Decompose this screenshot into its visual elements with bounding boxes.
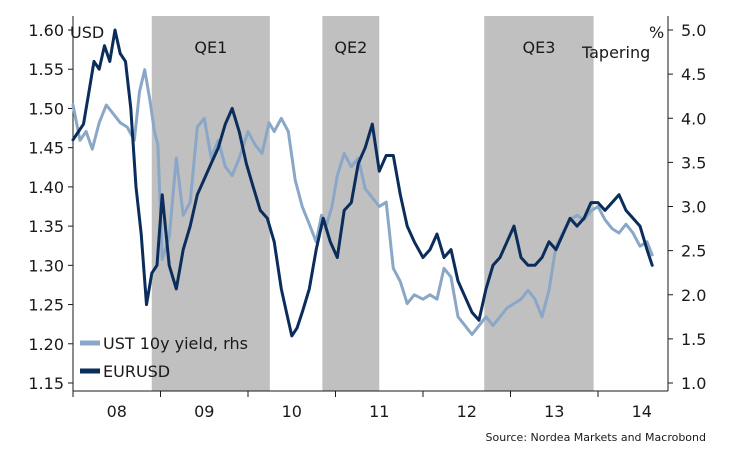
right-tick-label: 4.0: [681, 109, 706, 128]
right-tick-label: 5.0: [681, 21, 706, 40]
x-tick-label: 11: [369, 402, 389, 421]
left-tick-label: 1.55: [28, 60, 64, 79]
x-tick-label: 09: [194, 402, 214, 421]
shaded-band-label-qe1: QE1: [194, 38, 227, 57]
x-axis-ticks: 08 09 10 11 12 13 14: [72, 391, 652, 421]
shaded-band-label-qe3: QE3: [522, 38, 555, 57]
right-tick-label: 3.5: [681, 153, 706, 172]
right-tick-label: 4.5: [681, 65, 706, 84]
x-tick-label: 08: [107, 402, 127, 421]
x-tick-label: 14: [632, 402, 652, 421]
left-tick-label: 1.45: [28, 139, 64, 158]
series-lines: [71, 28, 654, 338]
left-tick-label: 1.35: [28, 217, 64, 236]
left-tick-label: 1.20: [28, 335, 64, 354]
left-axis-ticks: 1.15 1.20 1.25 1.30 1.35 1.40 1.45 1.50 1.55 1.60: [28, 21, 73, 393]
right-tick-label: 2.5: [681, 242, 706, 261]
legend: UST 10y yield, rhs EURUSD: [80, 334, 248, 381]
tapering-annotation: Tapering: [581, 43, 650, 62]
right-tick-label: 2.0: [681, 286, 706, 305]
right-tick-label: 3.0: [681, 198, 706, 217]
shaded-band-qe3: [484, 16, 594, 391]
right-tick-label: 1.0: [681, 374, 706, 393]
left-tick-label: 1.50: [28, 99, 64, 118]
left-tick-label: 1.15: [28, 374, 64, 393]
right-axis-unit: %: [649, 23, 664, 42]
series-line-ust-10y: [71, 68, 654, 336]
series-line-eurusd: [71, 28, 654, 338]
left-tick-label: 1.25: [28, 296, 64, 315]
shaded-band-label-qe2: QE2: [334, 38, 367, 57]
right-axis-ticks: 1.0 1.5 2.0 2.5 3.0 3.5 4.0 4.5 5.0: [668, 21, 706, 393]
x-tick-label: 12: [457, 402, 477, 421]
left-tick-label: 1.30: [28, 256, 64, 275]
shaded-period-labels: QE1 QE2 QE3: [194, 38, 555, 57]
x-tick-label: 10: [282, 402, 302, 421]
legend-label-ust-10y: UST 10y yield, rhs: [103, 334, 248, 353]
right-tick-label: 1.5: [681, 330, 706, 349]
x-tick-label: 13: [544, 402, 564, 421]
legend-label-eurusd: EURUSD: [103, 362, 170, 381]
left-tick-label: 1.60: [28, 21, 64, 40]
source-note: Source: Nordea Markets and Macrobond: [486, 431, 706, 444]
left-axis-unit: USD: [70, 23, 104, 42]
left-tick-label: 1.40: [28, 178, 64, 197]
